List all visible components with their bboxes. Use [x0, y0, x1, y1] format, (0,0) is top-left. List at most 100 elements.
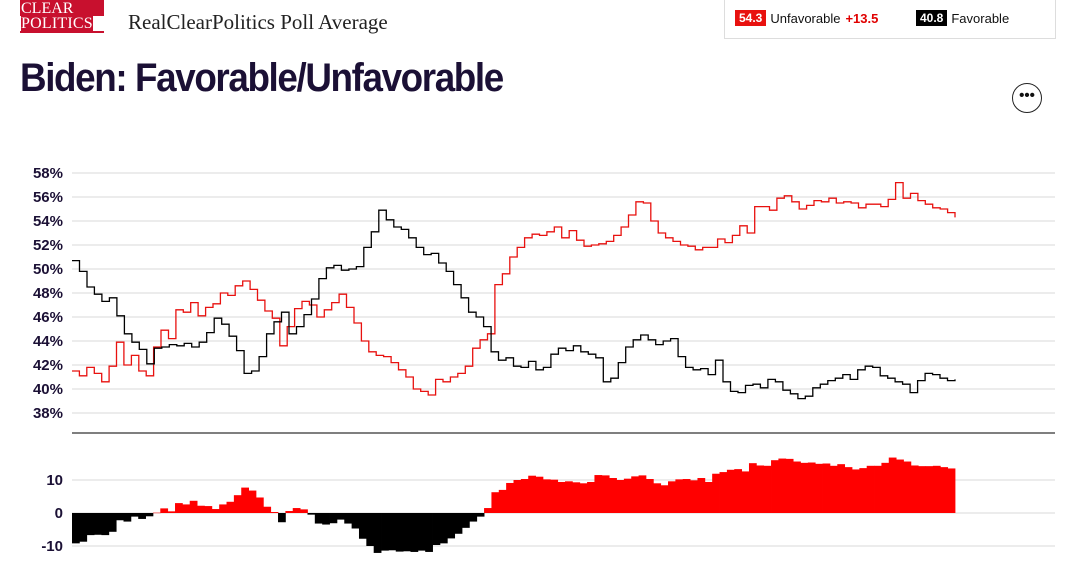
spread-bar	[837, 464, 846, 513]
spread-bar	[300, 509, 308, 513]
y-tick-label: 52%	[33, 237, 63, 254]
spread-bar	[601, 475, 610, 513]
spread-bar	[403, 513, 411, 552]
spread-bar	[108, 513, 117, 532]
spread-bar	[344, 513, 353, 524]
spread-bar	[719, 472, 728, 513]
spread-bar	[329, 513, 338, 524]
spread-bar	[557, 481, 566, 513]
spread-bar	[461, 513, 470, 528]
spread-bar	[778, 458, 787, 513]
rcp-logo[interactable]: CLEAR POLITICS	[20, 0, 104, 33]
site-title[interactable]: RealClearPolitics Poll Average	[128, 10, 388, 34]
spread-chart-y-ticks: 10 0 -10	[41, 472, 63, 555]
spread-bar	[690, 480, 698, 513]
spread-bar	[734, 469, 743, 513]
spread-bar	[263, 506, 272, 513]
line-chart-series	[72, 181, 956, 400]
spread-bar	[609, 478, 617, 513]
spread-bar	[432, 513, 441, 546]
spread-bar	[918, 466, 926, 513]
spread-bar	[712, 473, 720, 513]
spread-bar	[896, 459, 904, 513]
spread-bar	[498, 489, 507, 513]
spread-bar	[138, 513, 146, 519]
y-tick-label: 58%	[33, 165, 63, 182]
y-tick-label: 48%	[33, 285, 63, 302]
line-chart-y-ticks: 58% 56% 54% 52% 50% 48% 46% 44% 42% 40% 38%	[33, 165, 63, 422]
spread-bar	[86, 513, 95, 536]
spread-bar	[565, 481, 573, 513]
spread-bar	[336, 513, 345, 520]
unfavorable-value-badge: 54.3	[735, 10, 767, 26]
unfavorable-label: Unfavorable	[770, 10, 841, 26]
spread-bar	[594, 475, 603, 513]
y-tick-label: -10	[41, 538, 63, 555]
spread-bar	[550, 479, 559, 513]
spread-bar	[645, 479, 654, 513]
spread-bar	[542, 479, 551, 513]
spread-bar	[439, 513, 448, 544]
spread-bar	[815, 463, 823, 513]
y-tick-label: 42%	[33, 357, 63, 374]
logo-line2: POLITICS	[20, 16, 104, 32]
y-tick-label: 54%	[33, 213, 63, 230]
spread-bar	[866, 465, 875, 513]
spread-bar	[800, 462, 809, 513]
spread-bar	[395, 513, 404, 552]
spread-bar	[793, 461, 801, 513]
logo-line1: CLEAR	[21, 0, 74, 17]
spread-bar	[623, 478, 632, 513]
y-tick-label: 0	[55, 505, 63, 522]
spread-bar	[822, 463, 831, 513]
y-tick-label: 44%	[33, 333, 63, 350]
favorable-value-badge: 40.8	[916, 10, 948, 26]
spread-bar	[189, 500, 198, 513]
spread-bar	[94, 513, 102, 535]
spread-bar	[771, 460, 779, 513]
more-options-button[interactable]: •••	[1012, 83, 1042, 113]
spread-bar	[940, 467, 949, 513]
spread-bar	[704, 481, 713, 513]
spread-bar	[763, 465, 772, 513]
spread-bar	[167, 511, 176, 513]
spread-bar	[197, 505, 205, 513]
spread-bar	[572, 482, 581, 513]
spread-bar	[454, 513, 463, 534]
legend-item-favorable: 40.8 Favorable	[916, 10, 1009, 26]
spread-bar	[807, 462, 816, 513]
spread-bar	[579, 483, 588, 513]
spread-bar	[528, 475, 536, 513]
spread-bar	[285, 511, 294, 513]
spread-bar	[101, 513, 110, 536]
spread-bar	[255, 497, 264, 513]
spread-bar	[410, 513, 419, 552]
spread-bar	[520, 479, 529, 513]
spread-bar	[910, 465, 919, 513]
spread-bar	[631, 476, 639, 513]
spread-bar	[211, 509, 220, 513]
poll-average-chart: 58% 56% 54% 52% 50% 48% 46% 44% 42% 40% 38% 10 0 -10	[33, 165, 1055, 555]
y-tick-label: 40%	[33, 381, 63, 398]
spread-bar	[226, 501, 235, 513]
spread-bar	[476, 513, 485, 517]
spread-bar	[219, 504, 227, 513]
spread-bar	[307, 513, 316, 515]
spread-bar	[152, 512, 161, 514]
spread-bar	[616, 480, 625, 513]
spread-bar	[726, 469, 735, 513]
spread-bar	[160, 508, 169, 513]
spread-bar	[366, 513, 375, 546]
spread-bar	[145, 513, 154, 517]
spread-bar	[270, 512, 279, 513]
spread-bar	[79, 513, 88, 542]
spread-bar	[925, 466, 934, 513]
spread-bar	[182, 504, 191, 513]
spread-bar	[469, 513, 478, 522]
legend: 54.3 Unfavorable +13.5 40.8 Favorable	[724, 0, 1056, 39]
spread-bar	[292, 508, 301, 513]
spread-bar	[874, 465, 882, 513]
spread-bar	[535, 476, 544, 513]
spread-bar	[425, 513, 433, 552]
y-tick-label: 56%	[33, 189, 63, 206]
